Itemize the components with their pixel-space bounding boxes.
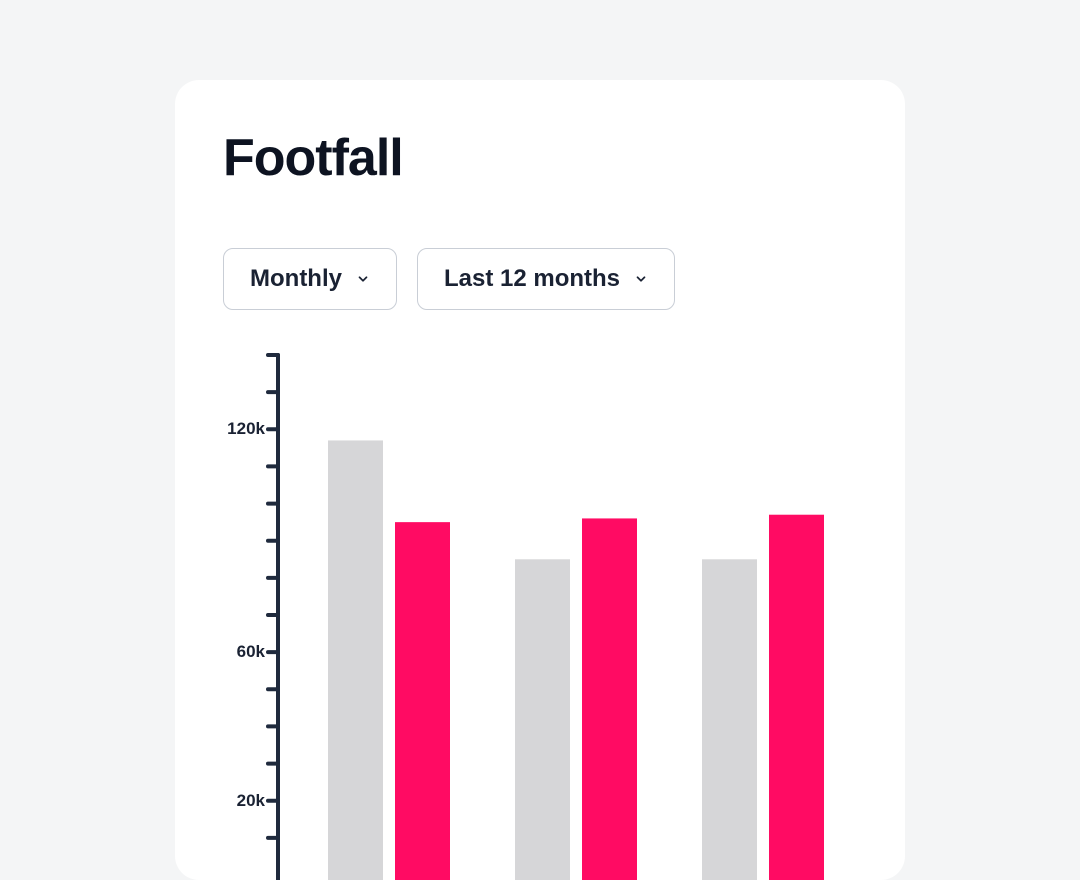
page-title: Footfall bbox=[223, 128, 403, 188]
footfall-chart: 120k 60k 20k bbox=[223, 355, 863, 875]
chart-svg bbox=[223, 355, 863, 875]
range-dropdown-label: Last 12 months bbox=[444, 265, 620, 293]
range-dropdown[interactable]: Last 12 months bbox=[417, 248, 675, 310]
bar bbox=[395, 522, 450, 880]
bar bbox=[582, 518, 637, 880]
bar bbox=[702, 559, 757, 880]
y-tick-label: 20k bbox=[223, 791, 265, 811]
bar bbox=[515, 559, 570, 880]
bar bbox=[328, 440, 383, 880]
bar bbox=[769, 515, 824, 880]
y-tick-label: 60k bbox=[223, 642, 265, 662]
chevron-down-icon bbox=[356, 272, 370, 286]
controls-row: Monthly Last 12 months bbox=[223, 248, 675, 310]
interval-dropdown[interactable]: Monthly bbox=[223, 248, 397, 310]
footfall-card: Footfall Monthly Last 12 months 120k 60k 2… bbox=[175, 80, 905, 880]
chevron-down-icon bbox=[634, 272, 648, 286]
y-tick-label: 120k bbox=[223, 419, 265, 439]
interval-dropdown-label: Monthly bbox=[250, 265, 342, 293]
